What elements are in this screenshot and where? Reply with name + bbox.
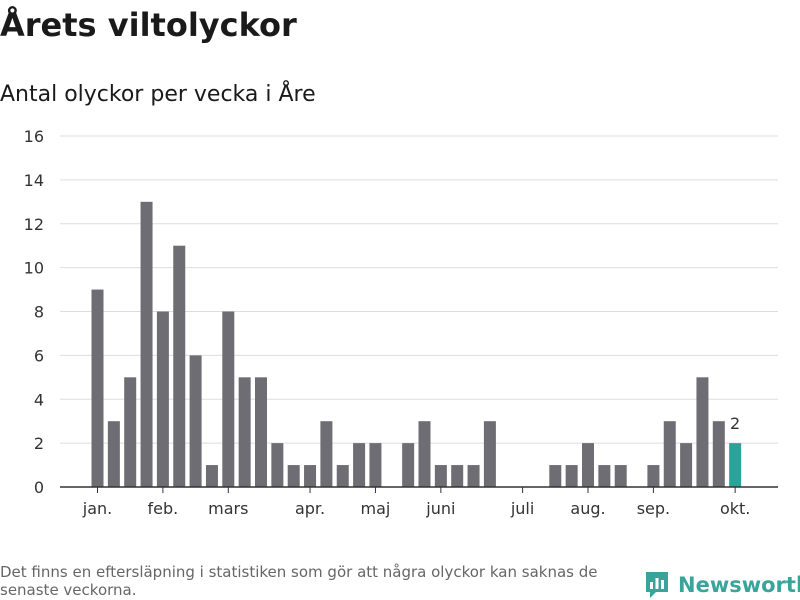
bar [238, 377, 251, 487]
bar [483, 421, 496, 487]
y-tick-label: 4 [34, 390, 44, 409]
x-tick-label: mars [208, 499, 248, 518]
x-tick-label: jan. [82, 499, 112, 518]
bar [549, 465, 562, 487]
bar [287, 465, 300, 487]
bar [369, 443, 382, 487]
brand-name: Newsworthy [678, 573, 800, 597]
x-tick-label: feb. [148, 499, 179, 518]
x-axis: jan. feb. mars apr. maj juni juli aug. sep. okt. [60, 486, 778, 518]
y-tick-label: 10 [24, 259, 44, 278]
y-tick-label: 14 [24, 171, 44, 190]
bar [271, 443, 284, 487]
bar [647, 465, 660, 487]
bar-highlighted [729, 443, 742, 487]
y-tick-label: 16 [24, 127, 44, 146]
bar [189, 355, 202, 487]
footnote: Det finns en eftersläpning i statistiken… [0, 563, 598, 599]
data-labels: 2 [730, 414, 740, 433]
bar [353, 443, 366, 487]
x-tick-label: sep. [637, 499, 670, 518]
bar [614, 465, 627, 487]
bar [336, 465, 349, 487]
highlight-data-label: 2 [730, 414, 740, 433]
bar [680, 443, 693, 487]
bar [304, 465, 317, 487]
y-tick-label: 12 [24, 215, 44, 234]
newsworthy-logo-icon [646, 572, 668, 598]
bar [156, 311, 169, 487]
bar [107, 421, 120, 487]
x-tick-label: aug. [570, 499, 605, 518]
bar [140, 201, 153, 487]
bar-chart: 0 2 4 6 8 10 12 14 16 jan. feb. mars apr. maj juni jul… [24, 127, 778, 518]
bar [124, 377, 137, 487]
bar [434, 465, 447, 487]
bar [205, 465, 218, 487]
bar [451, 465, 464, 487]
x-tick-label: juni [425, 499, 455, 518]
bar [255, 377, 267, 487]
bar [222, 311, 235, 487]
bar [467, 465, 480, 487]
bar [663, 421, 676, 487]
bar [418, 421, 431, 487]
y-tick-label: 6 [34, 346, 44, 365]
bar [91, 289, 104, 487]
bar [402, 443, 415, 487]
bars [91, 201, 742, 487]
bar [712, 421, 725, 487]
bar [320, 421, 333, 487]
x-tick-label: apr. [295, 499, 325, 518]
bar [173, 245, 186, 487]
y-axis-ticks: 0 2 4 6 8 10 12 14 16 [24, 127, 44, 497]
bar [696, 377, 709, 487]
y-tick-label: 8 [34, 303, 44, 322]
chart-title: Årets viltolyckor [0, 6, 297, 44]
y-tick-label: 0 [34, 478, 44, 497]
x-tick-label: juli [510, 499, 534, 518]
bar [565, 465, 578, 487]
y-tick-label: 2 [34, 434, 44, 453]
chart-subtitle: Antal olyckor per vecka i Åre [0, 82, 316, 107]
x-tick-label: okt. [720, 499, 750, 518]
x-tick-label: maj [361, 499, 391, 518]
bar [598, 465, 611, 487]
bar [582, 443, 594, 487]
brand-logo: Newsworthy [644, 570, 800, 600]
